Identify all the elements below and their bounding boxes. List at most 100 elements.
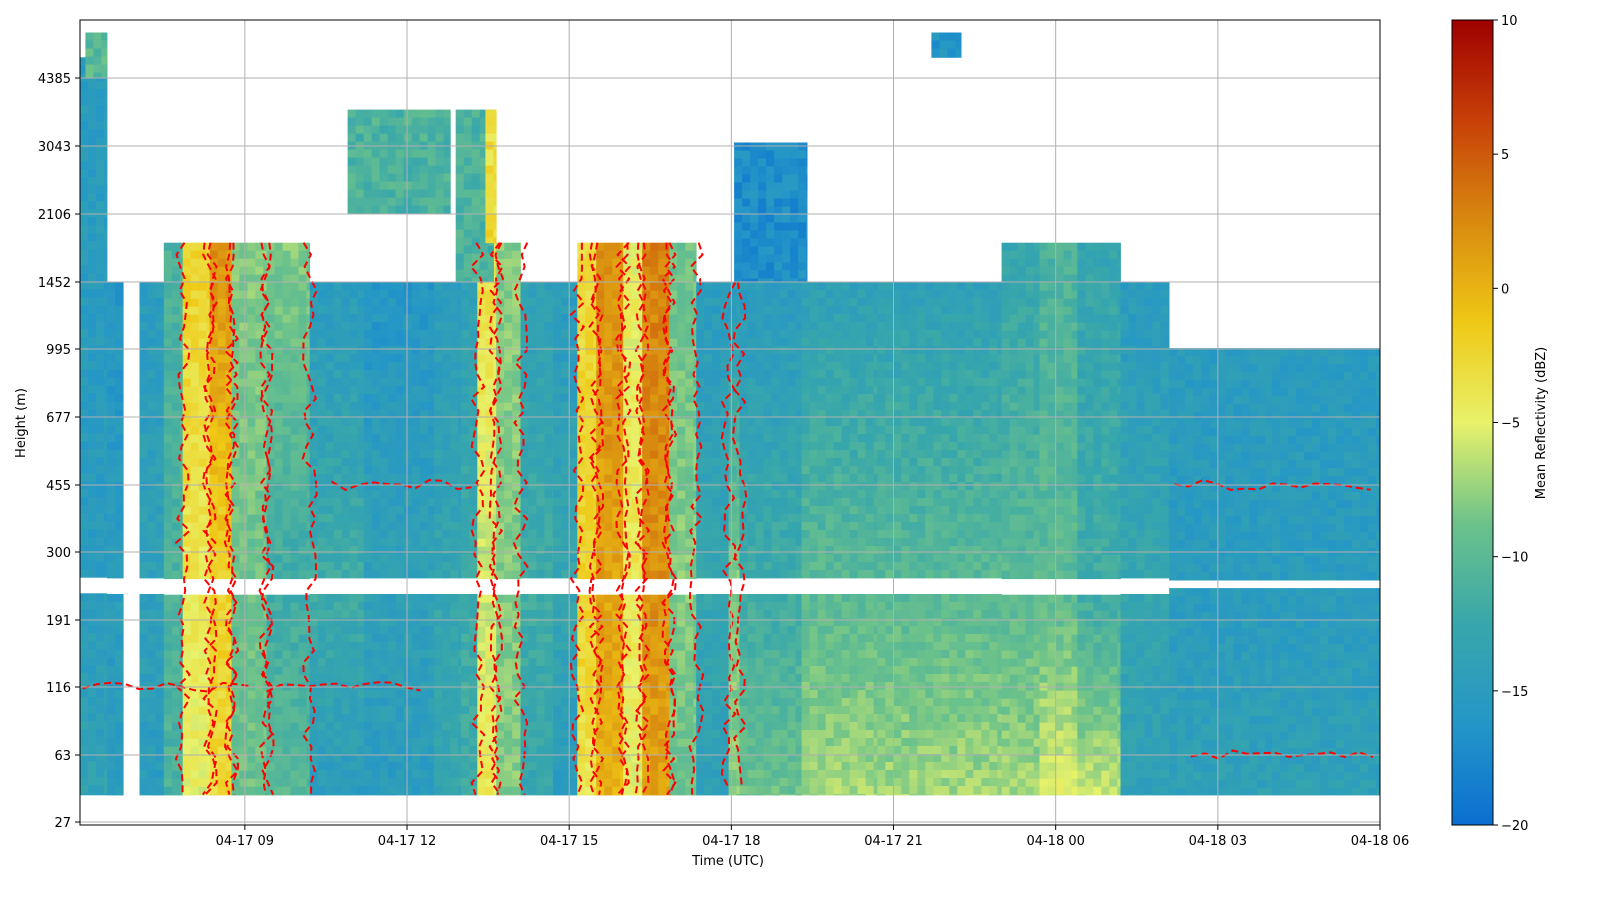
heatmap-cell bbox=[461, 602, 470, 611]
heatmap-cell bbox=[255, 650, 264, 660]
heatmap-cell bbox=[577, 418, 586, 428]
heatmap-cell bbox=[209, 738, 219, 748]
heatmap-cell bbox=[290, 522, 299, 532]
heatmap-cell bbox=[450, 562, 459, 571]
heatmap-cell bbox=[255, 562, 264, 572]
heatmap-cell bbox=[298, 394, 307, 404]
heatmap-cell bbox=[496, 554, 505, 564]
heatmap-cell bbox=[206, 690, 211, 700]
heatmap-cell bbox=[333, 610, 343, 619]
heatmap-cell bbox=[387, 386, 397, 395]
heatmap-cell bbox=[477, 786, 486, 796]
heatmap-cell bbox=[469, 482, 478, 491]
heatmap-cell bbox=[593, 466, 597, 476]
heatmap-cell bbox=[266, 650, 275, 660]
heatmap-cell bbox=[585, 530, 594, 540]
heatmap-cell bbox=[496, 474, 505, 484]
heatmap-cell bbox=[179, 370, 184, 380]
heatmap-cell bbox=[371, 290, 381, 299]
heatmap-cell bbox=[577, 778, 586, 788]
heatmap-cell bbox=[528, 682, 537, 691]
heatmap-cell bbox=[147, 322, 156, 331]
heatmap-cell bbox=[231, 482, 240, 492]
heatmap-cell bbox=[182, 362, 192, 372]
heatmap-cell bbox=[266, 378, 275, 388]
heatmap-cell bbox=[504, 610, 513, 620]
heatmap-cell bbox=[88, 641, 97, 650]
heatmap-cell bbox=[485, 442, 494, 452]
heatmap-cell bbox=[450, 698, 459, 707]
heatmap-cell bbox=[544, 602, 553, 611]
heatmap-cell bbox=[341, 482, 351, 491]
heatmap-cell bbox=[255, 338, 264, 348]
heatmap-cell bbox=[585, 714, 594, 724]
heatmap-cell bbox=[96, 377, 105, 386]
heatmap-cell bbox=[493, 330, 497, 340]
heatmap-cell bbox=[434, 522, 443, 531]
heatmap-cell bbox=[363, 562, 373, 571]
heatmap-cell bbox=[403, 642, 413, 651]
heatmap-cell bbox=[493, 346, 497, 356]
heatmap-cell bbox=[266, 634, 275, 644]
heatmap-cell bbox=[171, 506, 181, 516]
heatmap-cell bbox=[255, 386, 264, 396]
heatmap-cell bbox=[88, 705, 97, 714]
heatmap-cell bbox=[274, 754, 283, 764]
heatmap-cell bbox=[317, 714, 327, 723]
heatmap-cell bbox=[496, 618, 505, 628]
heatmap-cell bbox=[593, 618, 597, 628]
heatmap-cell bbox=[469, 282, 478, 291]
heatmap-cell bbox=[357, 650, 365, 659]
heatmap-cell bbox=[458, 434, 462, 443]
heatmap-cell bbox=[363, 698, 373, 707]
heatmap-cell bbox=[231, 378, 240, 388]
heatmap-cell bbox=[434, 514, 443, 523]
heatmap-cell bbox=[155, 522, 164, 531]
heatmap-cell bbox=[96, 465, 105, 474]
heatmap-cell bbox=[274, 330, 283, 340]
heatmap-cell bbox=[115, 770, 124, 779]
heatmap-cell bbox=[536, 338, 545, 347]
heatmap-cell bbox=[325, 602, 335, 611]
heatmap-cell bbox=[442, 458, 451, 467]
heatmap-cell bbox=[179, 490, 184, 500]
heatmap-cell bbox=[512, 730, 521, 740]
heatmap-cell bbox=[577, 626, 586, 636]
heatmap-cell bbox=[255, 458, 264, 468]
heatmap-cell bbox=[561, 642, 570, 651]
heatmap-cell bbox=[325, 626, 335, 635]
heatmap-cell bbox=[442, 314, 451, 323]
heatmap-cell bbox=[231, 314, 240, 324]
heatmap-cell bbox=[387, 746, 397, 755]
heatmap-cell bbox=[104, 217, 108, 226]
heatmap-cell bbox=[536, 658, 545, 667]
heatmap-cell bbox=[255, 434, 264, 444]
heatmap-cell bbox=[163, 266, 173, 276]
heatmap-cell bbox=[585, 546, 594, 556]
heatmap-cell bbox=[593, 754, 597, 764]
heatmap-cell bbox=[206, 610, 211, 620]
heatmap-cell bbox=[450, 594, 459, 603]
heatmap-cell bbox=[552, 562, 554, 571]
heatmap-cell bbox=[512, 314, 521, 324]
heatmap-cell bbox=[379, 458, 389, 467]
heatmap-cell bbox=[179, 642, 184, 652]
heatmap-cell bbox=[544, 762, 553, 771]
heatmap-cell bbox=[520, 290, 529, 299]
heatmap-cell bbox=[198, 690, 208, 700]
heatmap-cell bbox=[104, 569, 108, 578]
heatmap-cell bbox=[496, 762, 505, 772]
heatmap-cell bbox=[123, 546, 124, 555]
heatmap-cell bbox=[217, 626, 227, 636]
heatmap-cell bbox=[477, 362, 486, 372]
heatmap-cell bbox=[306, 674, 311, 684]
heatmap-cell bbox=[198, 658, 208, 668]
heatmap-cell bbox=[544, 554, 553, 563]
heatmap-cell bbox=[266, 506, 275, 516]
heatmap-cell bbox=[190, 266, 200, 276]
heatmap-cell bbox=[282, 458, 291, 468]
heatmap-cell bbox=[325, 306, 335, 315]
heatmap-cell bbox=[115, 394, 124, 403]
heatmap-cell bbox=[333, 602, 343, 611]
heatmap-cell bbox=[290, 642, 299, 652]
